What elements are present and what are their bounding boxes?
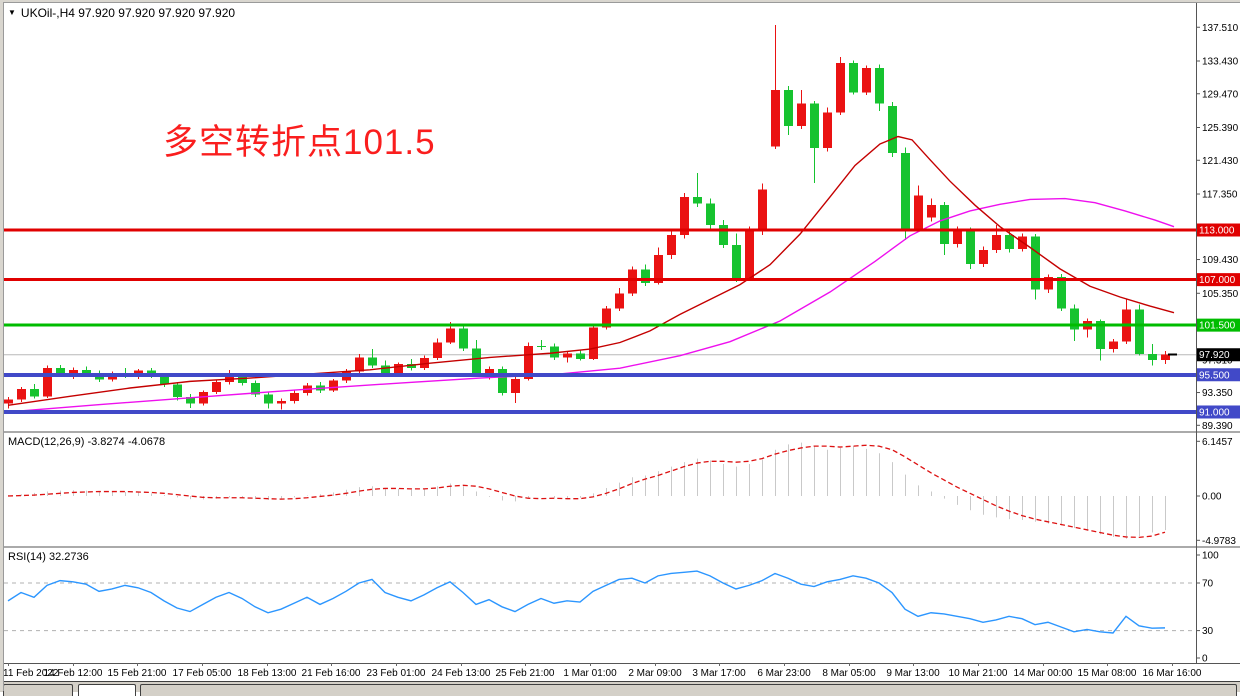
svg-text:0.00: 0.00 [1202, 492, 1222, 503]
svg-text:6.1457: 6.1457 [1202, 437, 1233, 448]
svg-text:3 Mar 17:00: 3 Mar 17:00 [692, 668, 746, 679]
svg-text:8 Mar 05:00: 8 Mar 05:00 [822, 668, 876, 679]
horizontal-level-lines [4, 228, 1196, 414]
svg-text:137.510: 137.510 [1202, 23, 1239, 34]
svg-text:21 Feb 16:00: 21 Feb 16:00 [302, 668, 361, 679]
svg-text:117.350: 117.350 [1202, 190, 1238, 201]
svg-text:15 Feb 21:00: 15 Feb 21:00 [108, 668, 167, 679]
pane-separators [0, 2, 1240, 664]
svg-text:14 Mar 00:00: 14 Mar 00:00 [1014, 668, 1073, 679]
chart-tab-2-active[interactable] [78, 684, 136, 696]
price-badges: 113.000 107.000 101.500 95.500 91.000 97.920 [1197, 223, 1240, 419]
svg-text:121.430: 121.430 [1202, 156, 1239, 167]
svg-text:70: 70 [1202, 579, 1214, 590]
svg-text:129.470: 129.470 [1202, 89, 1239, 100]
chart-annotation-text: 多空转折点101.5 [163, 123, 436, 162]
svg-text:1 Mar 01:00: 1 Mar 01:00 [563, 668, 617, 679]
moving-average-slow [7, 197, 1175, 413]
macd-pane [7, 442, 1166, 539]
svg-text:16 Mar 16:00: 16 Mar 16:00 [1143, 668, 1202, 679]
svg-text:101.500: 101.500 [1199, 321, 1236, 332]
svg-text:113.000: 113.000 [1199, 226, 1235, 237]
chart-tab-3[interactable] [140, 684, 1237, 696]
svg-text:0: 0 [1202, 654, 1208, 665]
svg-text:125.390: 125.390 [1202, 123, 1239, 134]
svg-text:133.430: 133.430 [1202, 57, 1239, 68]
svg-text:107.000: 107.000 [1199, 275, 1236, 286]
svg-text:23 Feb 01:00: 23 Feb 01:00 [367, 668, 426, 679]
svg-text:11 Feb 2022: 11 Feb 2022 [3, 668, 59, 679]
symbol-title: UKOil-,H4 97.920 97.920 97.920 97.920 [20, 6, 236, 20]
svg-text:109.430: 109.430 [1202, 255, 1239, 266]
svg-text:25 Feb 21:00: 25 Feb 21:00 [496, 668, 555, 679]
candles-layer [4, 24, 1170, 410]
svg-text:91.000: 91.000 [1199, 407, 1230, 418]
svg-text:-4.9783: -4.9783 [1202, 536, 1236, 547]
rsi-pane [4, 570, 1196, 634]
svg-text:2 Mar 09:00: 2 Mar 09:00 [628, 668, 682, 679]
chart-tab-bar [0, 681, 1240, 696]
svg-text:105.350: 105.350 [1202, 289, 1239, 300]
svg-text:93.350: 93.350 [1202, 388, 1233, 399]
svg-text:15 Mar 08:00: 15 Mar 08:00 [1078, 668, 1137, 679]
svg-text:24 Feb 13:00: 24 Feb 13:00 [432, 668, 491, 679]
svg-text:17 Feb 05:00: 17 Feb 05:00 [173, 668, 232, 679]
chevron-down-icon[interactable]: ▼ [8, 8, 16, 17]
svg-text:14 Feb 12:00: 14 Feb 12:00 [44, 668, 103, 679]
svg-text:97.920: 97.920 [1199, 350, 1230, 361]
chart-tab-1[interactable] [3, 684, 73, 696]
svg-text:18 Feb 13:00: 18 Feb 13:00 [238, 668, 297, 679]
price-axis: 137.510 133.430 129.470 125.390 121.430 117.3… [1196, 23, 1239, 665]
svg-text:6 Mar 23:00: 6 Mar 23:00 [757, 668, 811, 679]
svg-text:10 Mar 21:00: 10 Mar 21:00 [949, 668, 1008, 679]
moving-average-fast [7, 135, 1175, 407]
svg-text:9 Mar 13:00: 9 Mar 13:00 [886, 668, 940, 679]
svg-text:95.500: 95.500 [1199, 370, 1230, 381]
chart-header: ▼ UKOil-,H4 97.920 97.920 97.920 97.920 [8, 6, 235, 20]
macd-indicator-label: MACD(12,26,9) -3.8274 -4.0678 [8, 436, 166, 448]
svg-text:30: 30 [1202, 626, 1214, 637]
svg-text:89.390: 89.390 [1202, 421, 1233, 432]
svg-text:100: 100 [1202, 551, 1219, 562]
rsi-indicator-label: RSI(14) 32.2736 [8, 551, 89, 563]
